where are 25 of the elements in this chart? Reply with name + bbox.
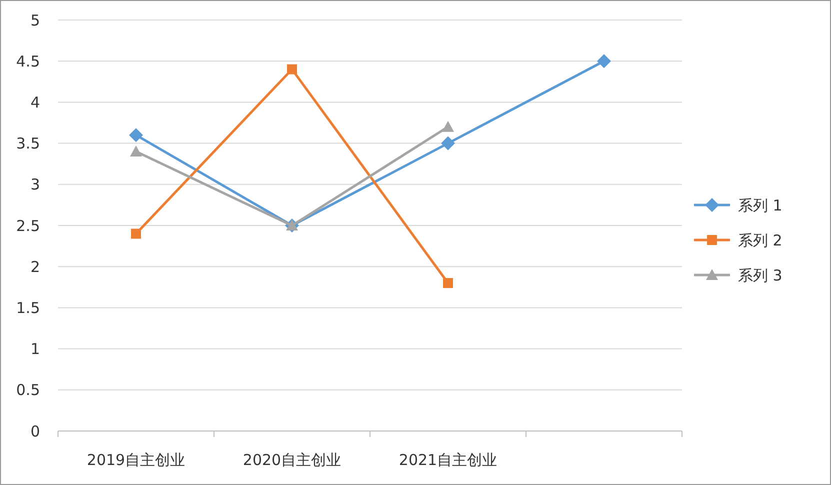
x-tick-label: 2021自主创业 [398,451,498,469]
x-tick-label: 2020自主创业 [242,451,342,469]
point [129,128,143,142]
point [287,64,297,74]
y-tick-label: 1.5 [16,298,40,317]
y-tick-label: 1 [30,340,40,358]
y-tick-label: 0.5 [16,381,40,400]
point [443,278,453,288]
legend-label: 系列 3 [738,266,782,284]
point [441,136,455,150]
y-tick-label: 2 [30,258,40,276]
y-tick-label: 0 [30,422,40,440]
y-tick-label: 3 [30,176,40,194]
point [131,228,141,239]
legend-label: 系列 2 [738,231,782,250]
point [442,120,454,132]
y-tick-label: 4 [30,93,40,112]
y-tick-label: 2.5 [16,216,40,235]
legend-label: 系列 1 [738,196,782,214]
x-tick-label: 2019自主创业 [86,451,186,469]
point [130,146,142,157]
y-tick-label: 4.5 [16,52,40,70]
y-tick-label: 3.5 [16,134,40,153]
point [597,54,611,68]
y-tick-label: 5 [30,11,40,30]
